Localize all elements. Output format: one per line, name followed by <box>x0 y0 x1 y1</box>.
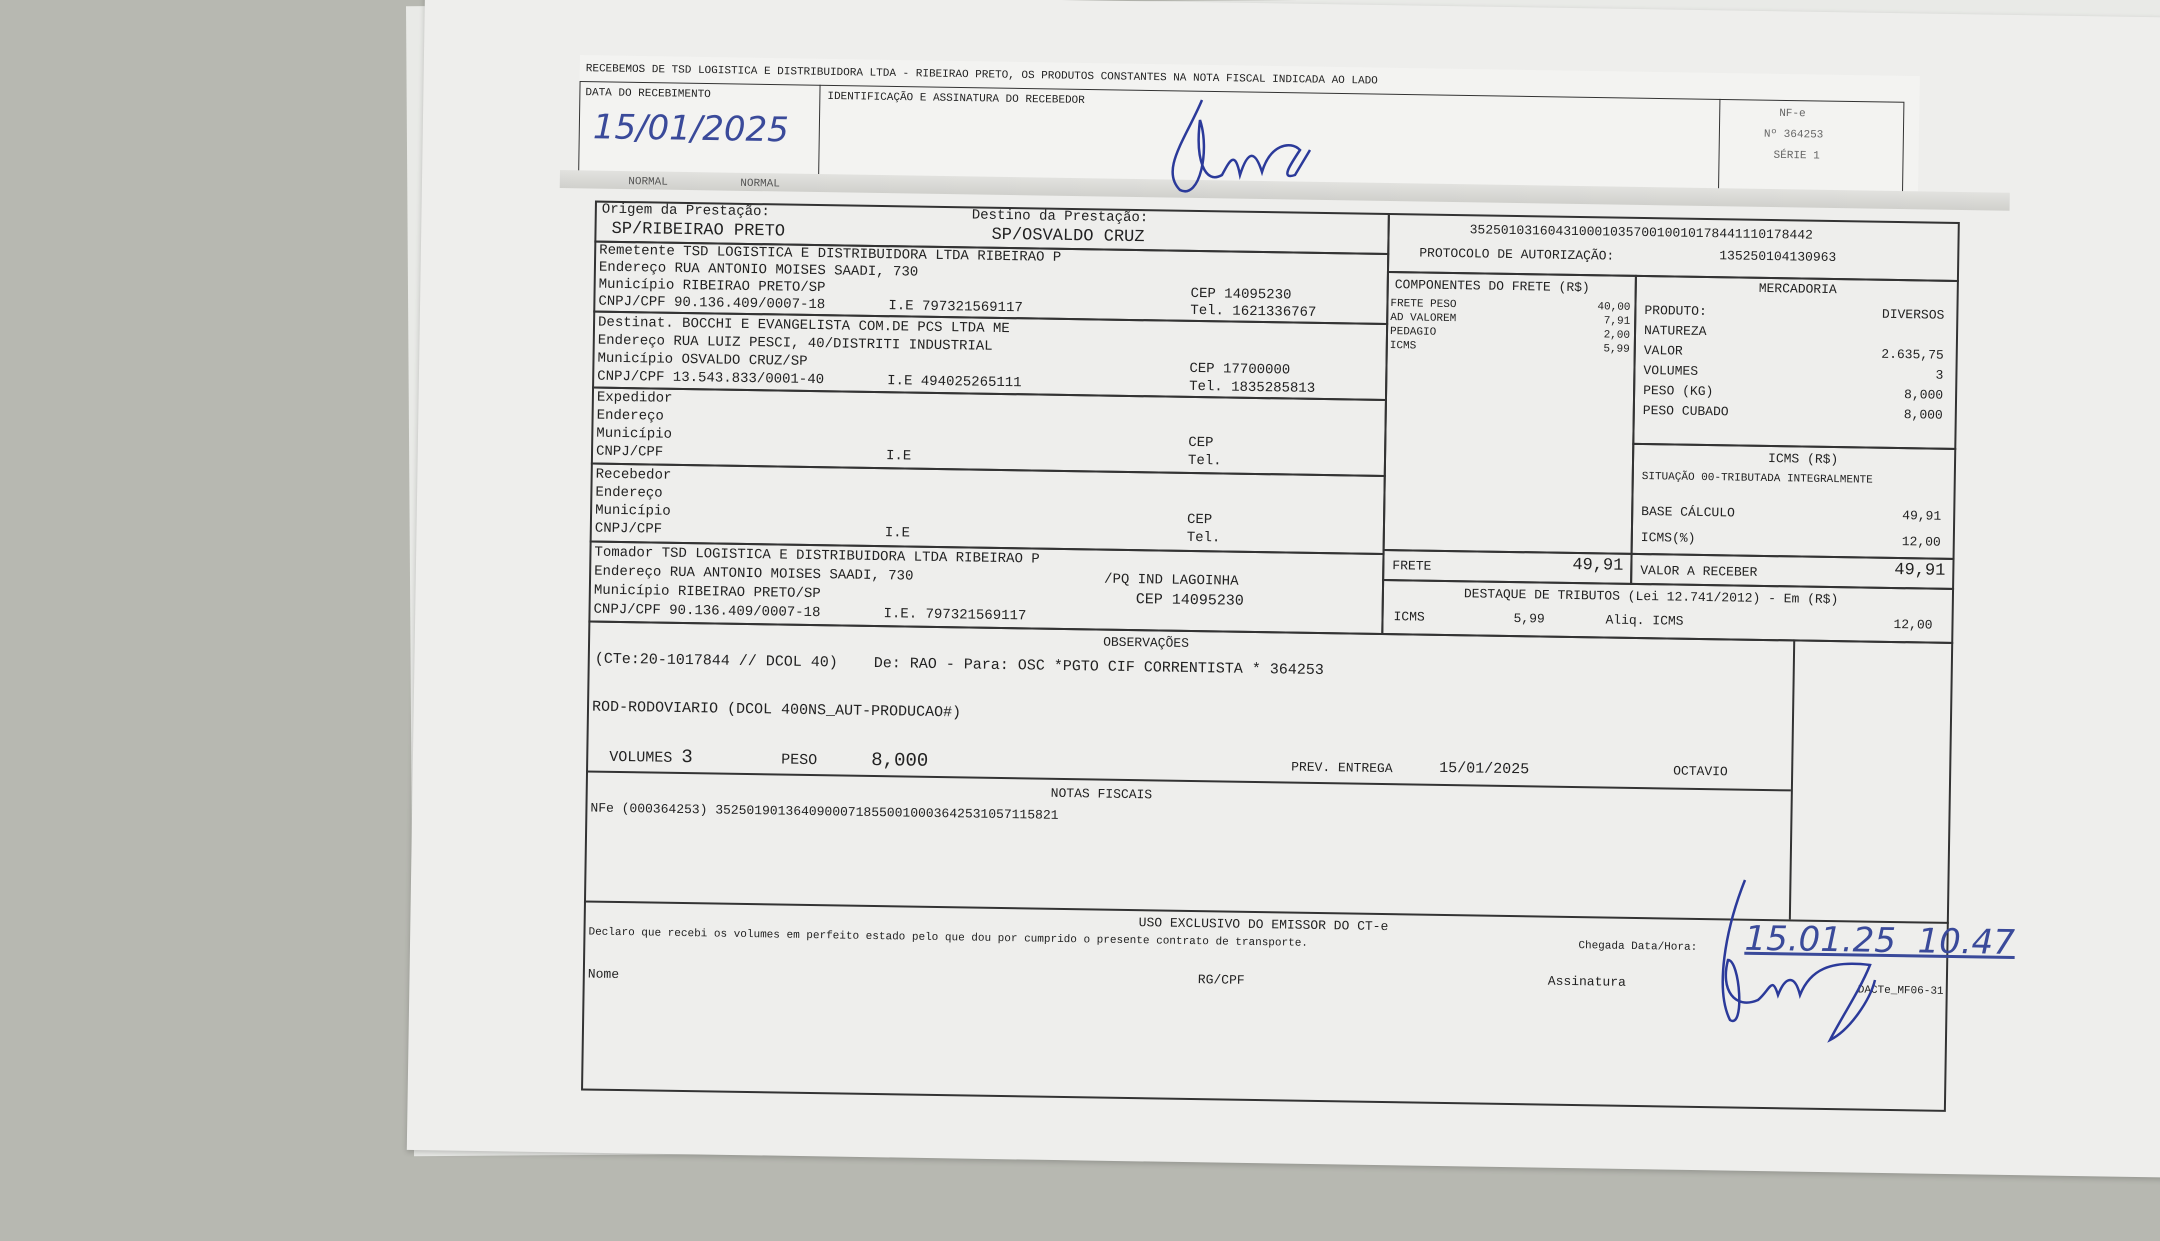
signatures <box>1171 99 1877 1043</box>
signature-bottom <box>1721 879 1877 1043</box>
signature-top <box>1171 99 1312 193</box>
